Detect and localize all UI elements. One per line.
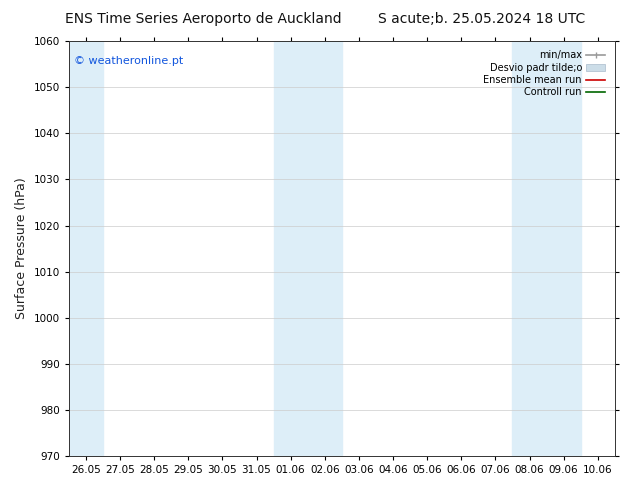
Bar: [69, 41, 103, 456]
Text: © weatheronline.pt: © weatheronline.pt: [74, 56, 184, 66]
Text: ENS Time Series Aeroporto de Auckland: ENS Time Series Aeroporto de Auckland: [65, 12, 341, 26]
Bar: [274, 41, 342, 456]
Legend: min/max, Desvio padr tilde;o, Ensemble mean run, Controll run: min/max, Desvio padr tilde;o, Ensemble m…: [481, 48, 607, 99]
Bar: [512, 41, 581, 456]
Y-axis label: Surface Pressure (hPa): Surface Pressure (hPa): [15, 178, 28, 319]
Text: S acute;b. 25.05.2024 18 UTC: S acute;b. 25.05.2024 18 UTC: [378, 12, 585, 26]
